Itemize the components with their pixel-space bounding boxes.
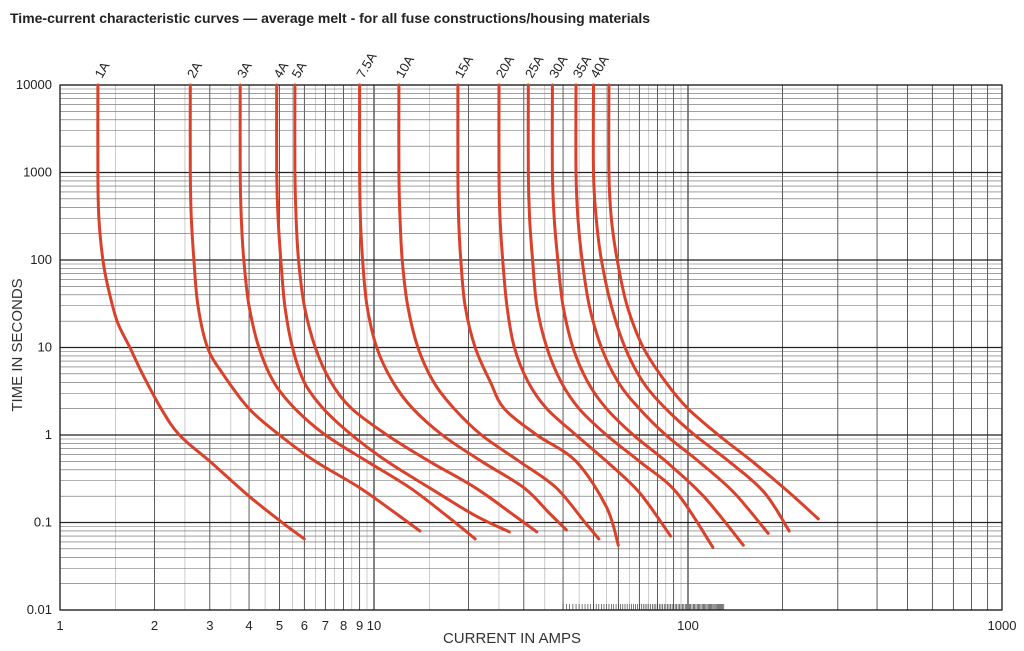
fuse-curve bbox=[188, 83, 422, 533]
curve-label: 10A bbox=[392, 53, 417, 81]
fuse-curve bbox=[293, 83, 539, 534]
y-tick-label: 1000 bbox=[23, 165, 52, 180]
fuse-curve bbox=[238, 83, 477, 541]
curve-label: 2A bbox=[184, 59, 205, 81]
x-tick-label: 5 bbox=[276, 618, 283, 633]
x-tick-label: 1 bbox=[56, 618, 63, 633]
y-tick-label: 0.01 bbox=[27, 602, 52, 617]
fuse-curve bbox=[397, 83, 601, 541]
plot-frame bbox=[59, 84, 1003, 611]
y-tick-label: 10000 bbox=[16, 77, 52, 92]
x-tick-label: 10 bbox=[367, 618, 381, 633]
curve-label: 3A bbox=[234, 59, 255, 81]
fuse-curve bbox=[591, 83, 791, 533]
fuse-curve bbox=[574, 83, 770, 535]
curve-label: 15A bbox=[451, 53, 476, 81]
curve-label: 25A bbox=[522, 53, 547, 81]
grid-lines bbox=[59, 84, 1003, 611]
curve-label: 20A bbox=[493, 53, 518, 81]
x-tick-label: 3 bbox=[206, 618, 213, 633]
x-tick-label: 6 bbox=[301, 618, 308, 633]
curve-label: 7.5A bbox=[353, 50, 380, 81]
labels: 0.01 0.1 1 10 100 1000 10000 1 2 3 4 5 6 7 8 9 10 100 1000… bbox=[16, 50, 1017, 633]
x-tick-label: 4 bbox=[245, 618, 252, 633]
fuse-curve bbox=[275, 83, 511, 534]
x-tick-label: 7 bbox=[322, 618, 329, 633]
curve-label: 40A bbox=[587, 53, 612, 81]
x-tick-label: 100 bbox=[677, 618, 699, 633]
y-tick-label: 1 bbox=[45, 427, 52, 442]
curve-label: 1A bbox=[91, 59, 112, 81]
y-tick-label: 0.1 bbox=[34, 515, 52, 530]
fuse-curve bbox=[358, 83, 568, 532]
x-tick-label: 2 bbox=[151, 618, 158, 633]
fuse-curve bbox=[96, 83, 306, 541]
fuse-curve bbox=[526, 83, 715, 549]
curves bbox=[96, 83, 820, 549]
y-tick-label: 100 bbox=[30, 252, 52, 267]
x-tick-label: 9 bbox=[356, 618, 363, 633]
fuse-curve bbox=[550, 83, 745, 547]
fuse-curve bbox=[607, 83, 820, 521]
x-axis-label: CURRENT IN AMPS bbox=[443, 630, 581, 647]
fuse-curve bbox=[456, 83, 620, 547]
fuse-curve bbox=[497, 83, 673, 538]
curve-label: 4A bbox=[270, 59, 291, 81]
curve-label: 30A bbox=[546, 53, 571, 81]
x-tick-label: 1000 bbox=[988, 618, 1017, 633]
curve-label: 5A bbox=[289, 59, 310, 81]
y-axis-label: TIME IN SECONDS bbox=[9, 278, 26, 411]
chart-title: Time-current characteristic curves — ave… bbox=[10, 10, 651, 26]
y-tick-label: 10 bbox=[38, 340, 52, 355]
x-tick-label: 8 bbox=[340, 618, 347, 633]
